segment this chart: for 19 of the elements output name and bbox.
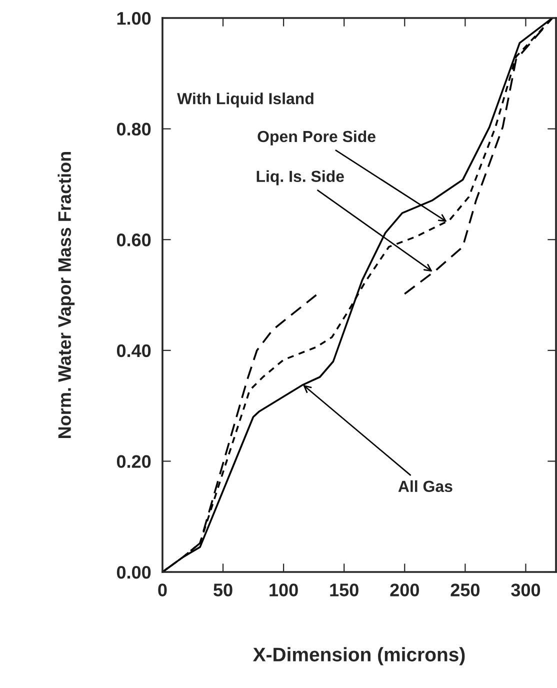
y-tick-label: 0.20: [116, 455, 151, 468]
x-tick-label: 150: [330, 584, 358, 596]
y-tick-label: 0.00: [116, 566, 151, 579]
annotation: Open Pore Side: [258, 130, 376, 146]
y-tick-label: 0.80: [116, 122, 151, 136]
x-tick-label: 250: [450, 584, 480, 596]
x-tick-label: 300: [511, 584, 540, 596]
annotation: Liq. Is. Side: [256, 170, 344, 186]
y-tick-label: 0.40: [116, 344, 151, 358]
annotation: All Gas: [398, 480, 452, 492]
x-axis-title: X-Dimension (microns): [252, 647, 465, 666]
x-tick-label: 200: [390, 584, 419, 596]
y-tick-label: 0.60: [116, 234, 151, 246]
y-tick-label: 1.00: [117, 12, 151, 25]
x-tick-label: 50: [214, 584, 232, 596]
annotation: With Liquid Island: [177, 92, 314, 108]
x-tick-label: 100: [270, 584, 298, 596]
x-tick-label: 0: [158, 584, 167, 596]
y-axis-title: Norm. Water Vapor Mass Fraction: [58, 152, 75, 438]
